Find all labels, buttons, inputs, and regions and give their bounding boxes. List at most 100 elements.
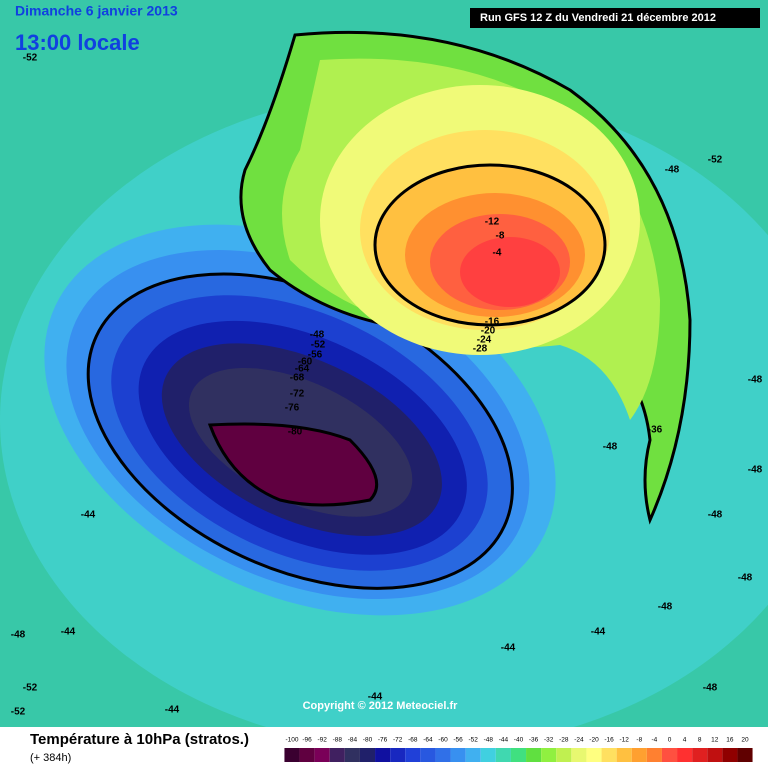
contour-label: -80 xyxy=(288,427,303,438)
legend-swatch xyxy=(556,748,572,762)
contour-label: -76 xyxy=(285,403,300,414)
contour-label: -52 xyxy=(23,53,38,64)
contour-label: -48 xyxy=(738,573,753,584)
legend-label: -68 xyxy=(408,737,418,744)
run-box xyxy=(470,8,760,28)
legend-swatch xyxy=(359,748,376,762)
legend-label: -40 xyxy=(514,737,524,744)
legend-label: -80 xyxy=(363,737,373,744)
legend-swatch xyxy=(435,748,451,762)
legend-swatch xyxy=(586,748,602,762)
contour-label: -48 xyxy=(603,442,618,453)
contour-label: -52 xyxy=(311,340,326,351)
contour-label: -4 xyxy=(493,248,502,259)
legend-label: 8 xyxy=(698,737,702,744)
legend-swatch xyxy=(420,748,436,762)
legend: -100 -96 -92 -88 -84 -80 -76 -72 -68 -64 -60 -56 -52… xyxy=(284,737,753,762)
contour-label: -48 xyxy=(748,465,763,476)
contour-label: -24 xyxy=(477,335,492,346)
legend-swatch xyxy=(707,748,723,762)
legend-swatch xyxy=(495,748,511,762)
legend-label: -52 xyxy=(468,737,478,744)
contour-label: -56 xyxy=(308,350,323,361)
legend-label: -72 xyxy=(393,737,403,744)
contour-label: -36 xyxy=(648,425,663,436)
legend-label: 0 xyxy=(668,737,672,744)
legend-swatch xyxy=(390,748,406,762)
contour-label: -48 xyxy=(658,602,673,613)
legend-swatch xyxy=(646,748,662,762)
legend-label: -96 xyxy=(302,737,312,744)
legend-label: -92 xyxy=(317,737,327,744)
legend-swatch xyxy=(299,748,315,762)
contour-label: -44 xyxy=(61,627,76,638)
contour-label: -44 xyxy=(591,627,606,638)
legend-swatch xyxy=(737,748,753,762)
contour-label: -44 xyxy=(81,510,96,521)
legend-label: -60 xyxy=(438,737,448,744)
legend-label: -56 xyxy=(453,737,463,744)
contour-label: -44 xyxy=(165,705,180,716)
legend-label: -24 xyxy=(574,737,584,744)
legend-swatch xyxy=(526,748,542,762)
contour-label: -64 xyxy=(295,364,310,375)
run: Run GFS 12 Z du Vendredi 21 décembre 201… xyxy=(480,12,716,24)
legend-swatch xyxy=(450,748,466,762)
legend-label: -28 xyxy=(559,737,569,744)
date: Dimanche 6 janvier 2013 xyxy=(15,3,178,19)
contour-label: -68 xyxy=(290,373,305,384)
contour-label: -44 xyxy=(501,643,516,654)
contour-label: -52 xyxy=(23,683,38,694)
legend-label: -16 xyxy=(604,737,614,744)
legend-label: 12 xyxy=(711,737,719,744)
legend-label: -12 xyxy=(619,737,629,744)
legend-label: -84 xyxy=(348,737,358,744)
legend-swatch xyxy=(541,748,557,762)
legend-label: -100 xyxy=(285,737,298,744)
contour-label: -44 xyxy=(368,692,383,703)
copyright: Copyright © 2012 Meteociel.fr xyxy=(303,700,459,712)
legend-swatch xyxy=(631,748,647,762)
legend-swatch xyxy=(601,748,617,762)
contour-label: -60 xyxy=(298,357,313,368)
legend-label: -44 xyxy=(499,737,509,744)
footer-title: Température à 10hPa (stratos.) xyxy=(30,731,249,748)
legend-swatch xyxy=(375,748,391,762)
contour-label: -48 xyxy=(665,165,680,176)
legend-swatch xyxy=(677,748,693,762)
contour-label: -16 xyxy=(485,317,500,328)
legend-label: -88 xyxy=(333,737,343,744)
legend-swatch xyxy=(284,748,300,762)
cold-core xyxy=(207,422,379,507)
warm-core xyxy=(460,237,560,307)
contour-label: -48 xyxy=(748,375,763,386)
footer-lead: (+ 384h) xyxy=(30,752,71,764)
legend-swatch xyxy=(344,748,360,762)
legend-label: 4 xyxy=(683,737,687,744)
time: 13:00 locale xyxy=(15,30,140,55)
legend-swatch xyxy=(616,748,632,762)
legend-label: -8 xyxy=(636,737,642,744)
legend-label: 20 xyxy=(741,737,749,744)
contour-label: -48 xyxy=(708,510,723,521)
legend-swatch xyxy=(661,748,678,762)
contour-label: -8 xyxy=(496,231,505,242)
contour-label: -52 xyxy=(11,707,26,718)
contour-label: -12 xyxy=(485,217,500,228)
contour-label: -20 xyxy=(481,326,496,337)
legend-label: -48 xyxy=(484,737,494,744)
contour-label: -48 xyxy=(703,683,718,694)
legend-label: -32 xyxy=(544,737,554,744)
legend-swatch xyxy=(405,748,421,762)
legend-label: -20 xyxy=(589,737,599,744)
contour-label: -72 xyxy=(290,389,305,400)
legend-swatch xyxy=(329,748,345,762)
contour-label: -28 xyxy=(473,344,488,355)
legend-swatch xyxy=(314,748,330,762)
legend-swatch xyxy=(692,748,708,762)
legend-label: -4 xyxy=(652,737,658,744)
legend-swatch xyxy=(722,748,738,762)
contour-label: -52 xyxy=(708,155,723,166)
